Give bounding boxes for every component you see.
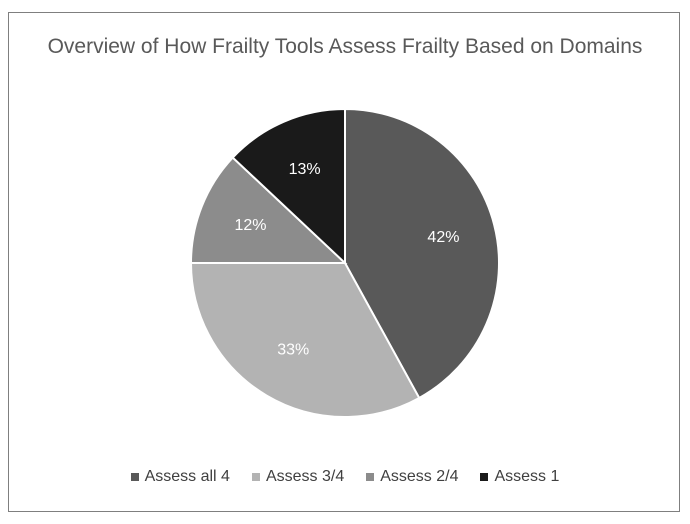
legend-item-1: Assess 3/4: [251, 468, 345, 486]
legend-label-2: Assess 2/4: [380, 468, 459, 485]
legend-item-2: Assess 2/4: [366, 468, 458, 486]
slice-data-label-2: 12%: [234, 217, 266, 234]
legend-swatch-0: [130, 473, 139, 481]
pie-slice-2: [189, 156, 348, 264]
legend-item-3: Assess 1: [480, 468, 559, 486]
slice-data-label-1: 33%: [277, 342, 309, 359]
chart-frame: Overview of How Frailty Tools Assess Fra…: [8, 12, 680, 512]
chart-title: Overview of How Frailty Tools Assess Fra…: [47, 35, 643, 58]
legend-swatch-1: [251, 473, 260, 481]
legend-swatch-3: [480, 473, 489, 481]
slice-data-label-3: 13%: [289, 161, 321, 178]
pie-slice-0: [344, 107, 500, 400]
legend-label-0: Assess all 4: [144, 468, 230, 485]
legend-label-1: Assess 3/4: [265, 468, 345, 485]
legend-item-0: Assess all 4: [130, 468, 230, 486]
slice-data-label-0: 42%: [427, 229, 459, 246]
chart-legend: Assess all 4 Assess 3/4 Assess 2/4 Assess 1: [9, 468, 681, 486]
pie-slice-1: [189, 262, 421, 418]
legend-swatch-2: [366, 473, 375, 481]
pie-chart: 42% 33% 12% 13%: [189, 107, 500, 418]
legend-label-3: Assess 1: [494, 468, 560, 485]
pie-slice-3: [231, 107, 346, 266]
